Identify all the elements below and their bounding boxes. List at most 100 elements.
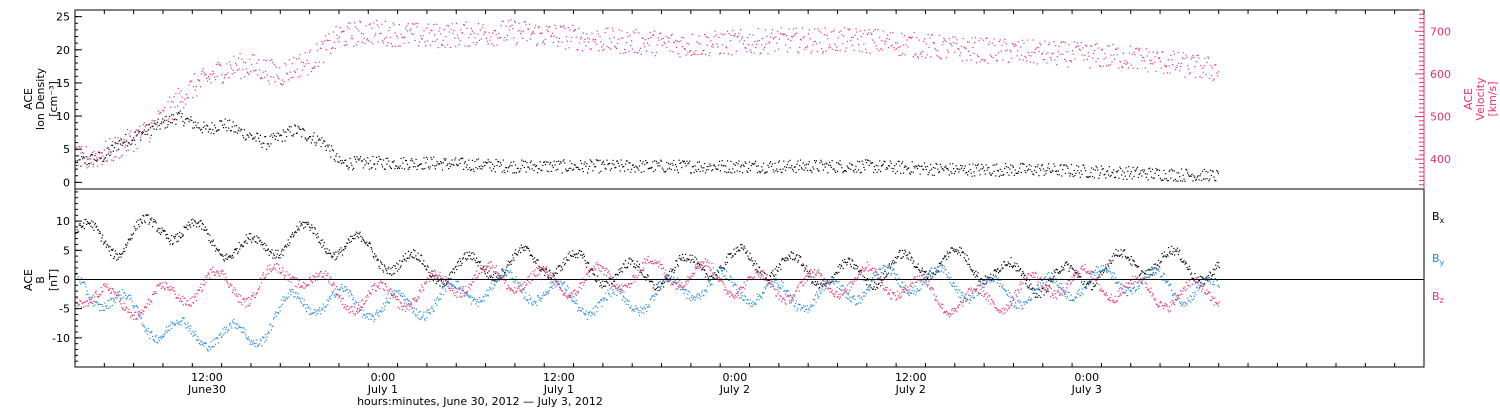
data-point xyxy=(153,339,155,341)
data-point xyxy=(558,265,561,267)
data-point xyxy=(965,48,967,50)
data-point xyxy=(383,168,385,170)
data-point xyxy=(100,157,102,159)
data-point xyxy=(1059,164,1061,167)
data-point xyxy=(711,275,713,277)
data-point xyxy=(675,166,678,168)
data-point xyxy=(1058,45,1060,47)
data-point xyxy=(256,242,258,244)
data-point xyxy=(645,279,647,281)
data-point xyxy=(459,40,461,42)
data-point xyxy=(228,127,230,129)
data-point xyxy=(283,131,285,133)
data-point xyxy=(960,45,963,47)
data-point xyxy=(1197,54,1199,56)
data-point xyxy=(1200,64,1202,67)
data-point xyxy=(833,273,835,275)
data-point xyxy=(1209,271,1211,273)
data-point xyxy=(130,294,132,296)
data-point xyxy=(1205,73,1207,75)
data-point xyxy=(163,110,165,112)
data-point xyxy=(332,150,334,152)
data-point xyxy=(1040,169,1042,171)
data-point xyxy=(341,254,344,256)
data-point xyxy=(169,115,171,118)
data-point xyxy=(337,161,339,163)
data-point xyxy=(712,46,714,48)
data-point xyxy=(798,169,800,171)
data-point xyxy=(205,229,207,231)
data-point xyxy=(227,120,229,122)
data-point xyxy=(104,149,106,151)
data-point xyxy=(191,330,193,332)
data-point xyxy=(447,163,449,165)
data-point xyxy=(895,163,897,165)
data-point xyxy=(1103,174,1105,176)
data-point xyxy=(556,272,558,275)
data-point xyxy=(215,343,217,345)
data-point xyxy=(145,328,147,330)
data-point xyxy=(355,300,357,302)
data-point xyxy=(1072,268,1074,270)
data-point xyxy=(151,126,153,128)
data-point xyxy=(663,171,665,173)
data-point xyxy=(791,165,793,167)
data-point xyxy=(528,247,530,250)
data-point xyxy=(742,164,744,166)
data-point xyxy=(635,28,637,31)
data-point xyxy=(675,282,677,284)
data-point xyxy=(1026,285,1028,287)
data-point xyxy=(207,233,209,235)
data-point xyxy=(653,33,655,36)
data-point xyxy=(107,147,109,149)
data-point xyxy=(698,161,700,163)
data-point xyxy=(651,51,653,54)
data-point xyxy=(258,237,260,239)
data-point xyxy=(176,321,179,323)
data-point xyxy=(365,315,367,317)
data-point xyxy=(612,30,614,32)
data-point xyxy=(358,159,360,161)
data-point xyxy=(1043,294,1045,296)
data-point xyxy=(999,270,1001,273)
data-point xyxy=(1121,253,1123,256)
data-point xyxy=(108,246,110,248)
data-point xyxy=(638,169,640,171)
data-point xyxy=(1014,169,1016,171)
data-point xyxy=(534,261,536,263)
data-point xyxy=(94,222,96,224)
data-point xyxy=(402,261,404,263)
data-point xyxy=(923,273,925,275)
data-point xyxy=(704,172,707,174)
data-point xyxy=(379,267,381,270)
data-point xyxy=(938,262,940,264)
data-point xyxy=(678,41,680,43)
data-point xyxy=(1023,42,1025,44)
data-point xyxy=(490,282,492,284)
data-point xyxy=(79,159,81,161)
data-point xyxy=(1127,256,1129,258)
data-point xyxy=(858,169,860,171)
data-point xyxy=(1134,54,1136,56)
data-point xyxy=(580,36,583,38)
data-point xyxy=(1171,168,1173,170)
data-point xyxy=(382,271,385,273)
data-point xyxy=(906,169,908,171)
data-point xyxy=(624,170,626,172)
data-point xyxy=(665,273,668,275)
data-point xyxy=(696,263,698,265)
data-point xyxy=(600,299,602,301)
data-point xyxy=(303,304,305,306)
data-point xyxy=(634,308,636,310)
data-point xyxy=(655,160,657,162)
data-point xyxy=(264,341,266,343)
data-point xyxy=(1057,170,1059,172)
data-point xyxy=(787,259,789,261)
data-point xyxy=(1212,268,1215,270)
data-point xyxy=(1080,42,1082,44)
data-point xyxy=(322,245,324,247)
data-point xyxy=(661,44,663,46)
data-point xyxy=(675,259,677,262)
data-point xyxy=(1110,262,1113,264)
data-point xyxy=(114,301,116,304)
